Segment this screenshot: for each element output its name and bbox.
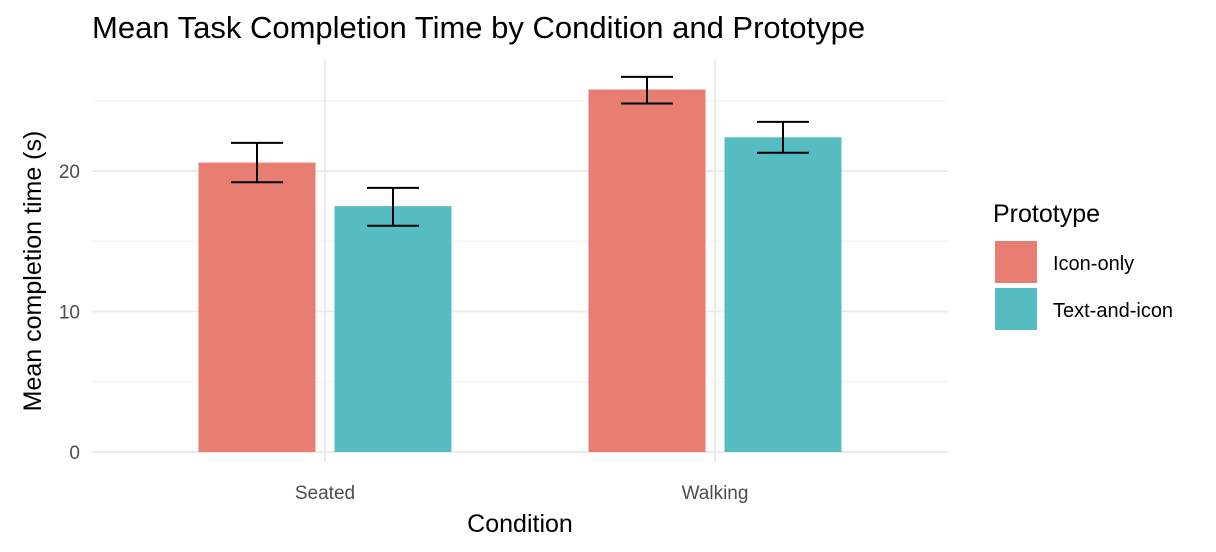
bars xyxy=(198,89,842,452)
bar-seated-text-and-icon xyxy=(334,206,452,452)
error-bar xyxy=(367,186,419,227)
error-bar xyxy=(757,120,809,154)
bar-walking-icon-only xyxy=(588,89,706,452)
error-bars xyxy=(231,75,809,227)
bar-walking-text-and-icon xyxy=(724,137,842,452)
legend-swatch xyxy=(995,241,1037,283)
legend-swatch xyxy=(995,288,1037,330)
x-axis-title: Condition xyxy=(467,510,573,538)
x-tick-label: Walking xyxy=(682,483,749,504)
legend: Prototype Icon-only Text-and-icon xyxy=(993,200,1173,330)
x-tick-label: Seated xyxy=(295,483,355,504)
error-bar xyxy=(621,75,673,105)
error-bar xyxy=(231,141,283,184)
y-tick-label: 10 xyxy=(59,303,80,324)
y-tick-label: 20 xyxy=(59,162,80,183)
bar-seated-icon-only xyxy=(198,162,316,452)
y-tick-label: 0 xyxy=(69,443,80,464)
chart-title: Mean Task Completion Time by Condition a… xyxy=(92,10,865,45)
y-axis-ticks: 0 10 20 xyxy=(59,162,80,464)
y-axis-title: Mean completion time (s) xyxy=(19,131,47,412)
legend-title: Prototype xyxy=(993,200,1100,228)
legend-label: Text-and-icon xyxy=(1053,300,1173,322)
legend-label: Icon-only xyxy=(1053,253,1134,275)
x-axis-ticks: Seated Walking xyxy=(295,483,749,504)
